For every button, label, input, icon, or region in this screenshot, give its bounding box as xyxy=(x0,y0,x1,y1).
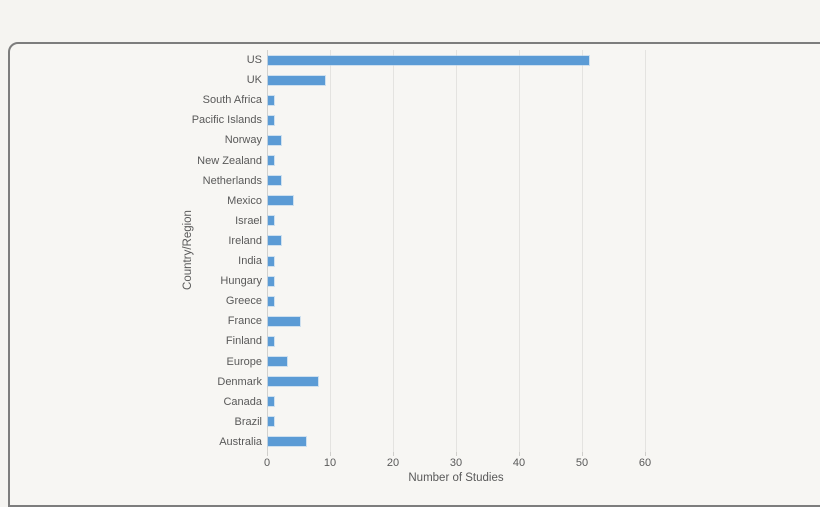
category-label: Denmark xyxy=(217,375,262,388)
category-label: Mexico xyxy=(227,194,262,207)
category-label: Israel xyxy=(235,214,262,227)
category-label: Ireland xyxy=(228,234,262,247)
bar xyxy=(268,115,275,125)
bar xyxy=(268,417,275,427)
gridline xyxy=(582,50,583,452)
bar xyxy=(268,316,300,326)
category-label: Netherlands xyxy=(202,174,262,187)
bar xyxy=(268,357,287,367)
gridline xyxy=(393,50,394,452)
gridline xyxy=(645,50,646,452)
category-label: UK xyxy=(246,74,262,87)
x-axis-tickmark xyxy=(267,452,268,456)
category-label: New Zealand xyxy=(197,154,262,167)
bar xyxy=(268,75,325,85)
category-label: Norway xyxy=(224,134,262,147)
category-label: Hungary xyxy=(220,275,262,288)
category-label: Pacific Islands xyxy=(191,114,262,127)
x-axis-tick-label: 60 xyxy=(638,457,652,469)
chart-panel xyxy=(8,42,820,507)
x-axis-tick-label: 10 xyxy=(323,457,337,469)
category-label: Australia xyxy=(219,435,262,448)
bar xyxy=(268,236,281,246)
bar xyxy=(268,397,275,407)
x-axis-tick-label: 0 xyxy=(263,457,271,469)
bar xyxy=(268,296,275,306)
category-label: Europe xyxy=(226,355,262,368)
bar xyxy=(268,135,281,145)
category-label: Brazil xyxy=(234,415,262,428)
y-axis-line xyxy=(267,50,268,452)
gridline xyxy=(330,50,331,452)
bar xyxy=(268,196,294,206)
bar xyxy=(268,437,306,447)
category-label: France xyxy=(227,315,262,328)
x-axis-title: Number of Studies xyxy=(408,472,504,484)
x-axis-tickmark xyxy=(393,452,394,456)
x-axis-tick-label: 20 xyxy=(386,457,400,469)
bar xyxy=(268,216,275,226)
bar xyxy=(268,256,275,266)
x-axis-tickmark xyxy=(519,452,520,456)
x-axis-tickmark xyxy=(582,452,583,456)
category-label: Finland xyxy=(225,335,262,348)
category-label: Greece xyxy=(225,295,262,308)
category-label: India xyxy=(238,255,262,268)
x-axis-tickmark xyxy=(645,452,646,456)
x-axis-tick-label: 40 xyxy=(512,457,526,469)
y-axis-title: Country/Region xyxy=(182,210,194,290)
bar xyxy=(268,55,590,65)
bar xyxy=(268,176,281,186)
category-label: South Africa xyxy=(202,94,262,107)
x-axis-tick-label: 50 xyxy=(575,457,589,469)
bar xyxy=(268,336,275,346)
bar xyxy=(268,156,275,166)
x-axis-tick-label: 30 xyxy=(449,457,463,469)
gridline xyxy=(519,50,520,452)
x-axis-tickmark xyxy=(456,452,457,456)
bar xyxy=(268,377,319,387)
gridline xyxy=(456,50,457,452)
bar xyxy=(268,276,275,286)
x-axis-tickmark xyxy=(330,452,331,456)
bar xyxy=(268,95,275,105)
category-label: US xyxy=(246,54,262,67)
category-label: Canada xyxy=(223,395,262,408)
